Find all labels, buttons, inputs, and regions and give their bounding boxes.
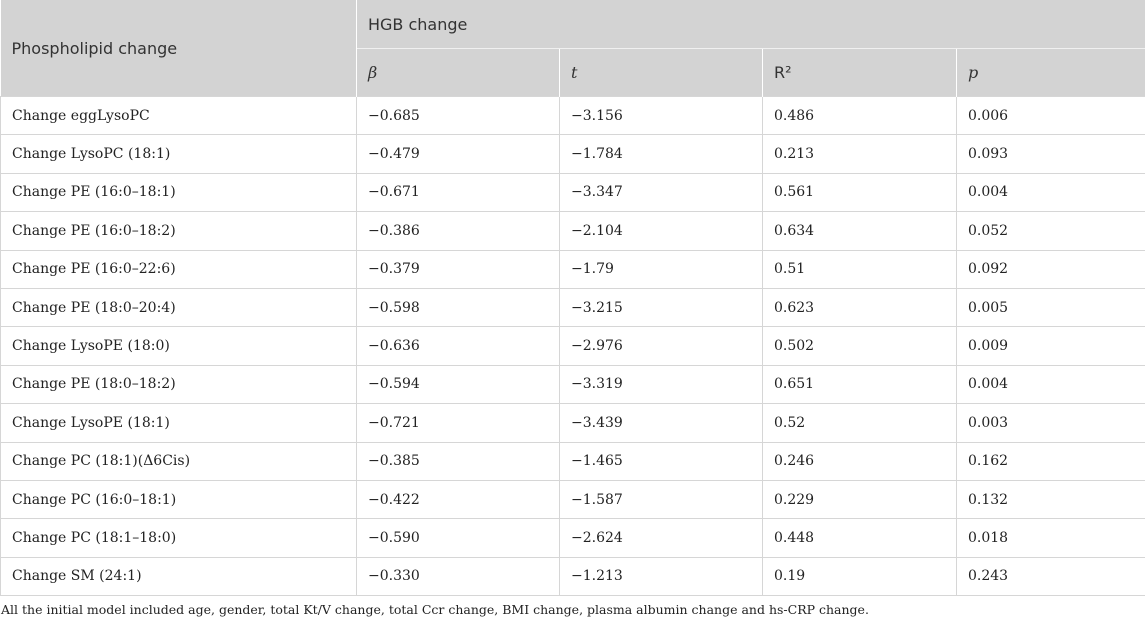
header-beta: β [356,48,560,97]
table-row: Change PE (16:0–18:2) −0.386 −2.104 0.63… [0,211,1145,251]
cell-t: −3.156 [559,95,763,136]
table-row: Change PC (18:1–18:0) −0.590 −2.624 0.44… [0,518,1145,558]
header-r2: R² [762,48,957,97]
table-row: Change PC (16:0–18:1) −0.422 −1.587 0.22… [0,480,1145,520]
table-row: Change PE (18:0–20:4) −0.598 −3.215 0.62… [0,288,1145,328]
header-row-top: Phospholipid change HGB change [0,0,1145,97]
cell-r2: 0.502 [762,326,957,366]
table-row: Change LysoPE (18:1) −0.721 −3.439 0.52 … [0,403,1145,443]
table-row: Change LysoPE (18:0) −0.636 −2.976 0.502… [0,326,1145,366]
cell-beta: −0.671 [356,173,560,213]
cell-p: 0.009 [956,326,1145,366]
cell-name: Change PC (18:1–18:0) [0,518,357,558]
header-t: t [559,48,763,97]
cell-p: 0.004 [956,365,1145,405]
table-row: Change PC (18:1)(Δ6Cis) −0.385 −1.465 0.… [0,442,1145,481]
cell-beta: −0.636 [356,326,560,366]
cell-beta: −0.598 [356,288,560,328]
cell-t: −3.347 [559,173,763,213]
cell-t: −2.104 [559,211,763,251]
header-group-hgb: HGB change [356,0,1145,49]
cell-t: −1.79 [559,250,763,289]
cell-name: Change LysoPC (18:1) [0,134,357,174]
cell-r2: 0.213 [762,134,957,174]
cell-r2: 0.486 [762,95,957,136]
cell-name: Change PC (18:1)(Δ6Cis) [0,442,357,481]
cell-beta: −0.386 [356,211,560,251]
table-row: Change PE (16:0–22:6) −0.379 −1.79 0.51 … [0,250,1145,289]
cell-p: 0.003 [956,403,1145,443]
cell-r2: 0.229 [762,480,957,520]
cell-p: 0.006 [956,95,1145,136]
cell-r2: 0.51 [762,250,957,289]
table-row: Change SM (24:1) −0.330 −1.213 0.19 0.24… [0,557,1145,597]
header-p: p [956,48,1145,97]
header-row-sub: β t R² p [1,48,1145,97]
table-row: Change LysoPC (18:1) −0.479 −1.784 0.213… [0,134,1145,174]
table-row: Change PE (18:0–18:2) −0.594 −3.319 0.65… [0,365,1145,405]
cell-p: 0.005 [956,288,1145,328]
cell-r2: 0.246 [762,442,957,481]
cell-name: Change LysoPE (18:0) [0,326,357,366]
cell-t: −2.976 [559,326,763,366]
cell-r2: 0.52 [762,403,957,443]
cell-p: 0.243 [956,557,1145,597]
header-phospholipid: Phospholipid change [0,0,357,97]
cell-t: −2.624 [559,518,763,558]
cell-beta: −0.721 [356,403,560,443]
cell-p: 0.004 [956,173,1145,213]
cell-r2: 0.448 [762,518,957,558]
cell-p: 0.093 [956,134,1145,174]
cell-name: Change PE (16:0–18:1) [0,173,357,213]
cell-beta: −0.385 [356,442,560,481]
cell-name: Change eggLysoPC [0,95,357,136]
cell-t: −1.587 [559,480,763,520]
cell-name: Change PE (18:0–18:2) [0,365,357,405]
table-row: Change eggLysoPC −0.685 −3.156 0.486 0.0… [0,95,1145,136]
cell-beta: −0.479 [356,134,560,174]
cell-name: Change PE (16:0–18:2) [0,211,357,251]
cell-r2: 0.623 [762,288,957,328]
cell-r2: 0.19 [762,557,957,597]
table-row: Change PE (16:0–18:1) −0.671 −3.347 0.56… [0,173,1145,213]
cell-beta: −0.594 [356,365,560,405]
cell-name: Change PE (18:0–20:4) [0,288,357,328]
cell-beta: −0.422 [356,480,560,520]
cell-t: −1.784 [559,134,763,174]
cell-t: −3.439 [559,403,763,443]
cell-beta: −0.685 [356,95,560,136]
cell-p: 0.052 [956,211,1145,251]
cell-p: 0.162 [956,442,1145,481]
cell-beta: −0.330 [356,557,560,597]
cell-t: −3.319 [559,365,763,405]
cell-p: 0.018 [956,518,1145,558]
cell-beta: −0.379 [356,250,560,289]
cell-r2: 0.561 [762,173,957,213]
cell-t: −1.213 [559,557,763,597]
cell-beta: −0.590 [356,518,560,558]
cell-p: 0.132 [956,480,1145,520]
cell-t: −1.465 [559,442,763,481]
cell-name: Change LysoPE (18:1) [0,403,357,443]
cell-p: 0.092 [956,250,1145,289]
cell-name: Change SM (24:1) [0,557,357,597]
cell-r2: 0.651 [762,365,957,405]
table-footnote: All the initial model included age, gend… [1,602,869,618]
table-body: Change eggLysoPC −0.685 −3.156 0.486 0.0… [0,95,1145,597]
regression-table: Phospholipid change HGB change β t R² p … [0,0,1145,597]
cell-r2: 0.634 [762,211,957,251]
cell-name: Change PC (16:0–18:1) [0,480,357,520]
cell-t: −3.215 [559,288,763,328]
cell-name: Change PE (16:0–22:6) [0,250,357,289]
